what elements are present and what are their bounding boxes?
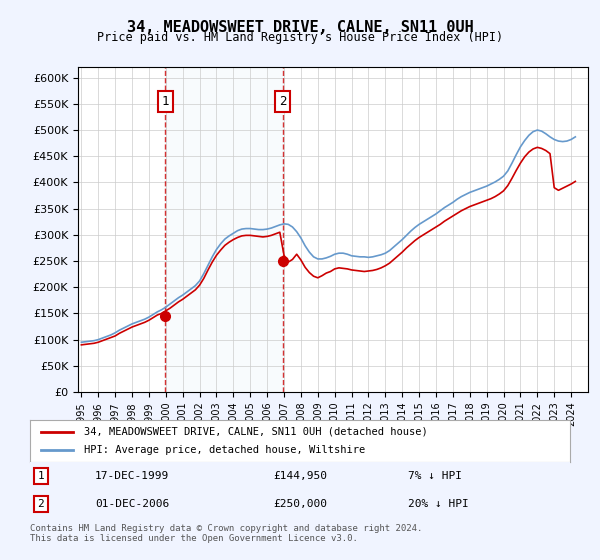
Text: 1: 1 (37, 471, 44, 481)
Text: 2: 2 (37, 499, 44, 509)
Text: 17-DEC-1999: 17-DEC-1999 (95, 471, 169, 481)
Text: 20% ↓ HPI: 20% ↓ HPI (408, 499, 469, 509)
Text: 34, MEADOWSWEET DRIVE, CALNE, SN11 0UH (detached house): 34, MEADOWSWEET DRIVE, CALNE, SN11 0UH (… (84, 427, 428, 437)
Bar (165, 67, 283, 392)
Text: HPI: Average price, detached house, Wiltshire: HPI: Average price, detached house, Wilt… (84, 445, 365, 455)
Text: 01-DEC-2006: 01-DEC-2006 (95, 499, 169, 509)
Text: 7% ↓ HPI: 7% ↓ HPI (408, 471, 462, 481)
Text: 2: 2 (279, 95, 286, 108)
Text: Price paid vs. HM Land Registry's House Price Index (HPI): Price paid vs. HM Land Registry's House … (97, 31, 503, 44)
Text: Contains HM Land Registry data © Crown copyright and database right 2024.
This d: Contains HM Land Registry data © Crown c… (30, 524, 422, 543)
Text: 34, MEADOWSWEET DRIVE, CALNE, SN11 0UH: 34, MEADOWSWEET DRIVE, CALNE, SN11 0UH (127, 20, 473, 35)
Text: £250,000: £250,000 (273, 499, 327, 509)
Text: £144,950: £144,950 (273, 471, 327, 481)
Text: 1: 1 (161, 95, 169, 108)
